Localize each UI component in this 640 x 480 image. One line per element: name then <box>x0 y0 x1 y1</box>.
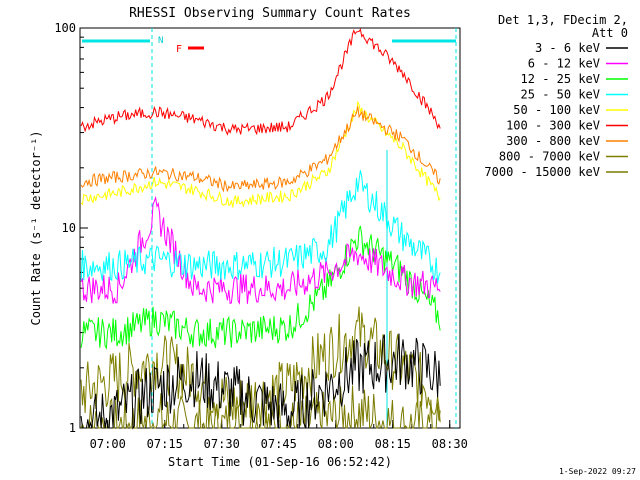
legend-label: 50 - 100 keV <box>513 103 600 117</box>
series-line-4 <box>80 100 441 208</box>
series-line-0 <box>80 333 441 430</box>
y-tick-label: 1 <box>69 421 76 435</box>
series-line-7 <box>80 306 441 427</box>
x-tick-label: 07:00 <box>90 437 126 451</box>
x-tick-label: 07:45 <box>261 437 297 451</box>
plot-frame <box>79 27 461 429</box>
legend-label: 3 - 6 keV <box>535 41 600 55</box>
flag-n-label: N <box>158 36 163 46</box>
legend-header-2: Att 0 <box>592 26 628 40</box>
x-tick-label: 08:30 <box>432 437 468 451</box>
series-line-5 <box>80 28 441 136</box>
series-line-8 <box>80 385 441 430</box>
legend-label: 12 - 25 keV <box>521 72 600 86</box>
series-group <box>80 28 441 430</box>
legend-label: 6 - 12 keV <box>528 57 600 71</box>
series-line-2 <box>80 225 441 350</box>
series-line-3 <box>80 170 441 284</box>
x-tick-label: 07:15 <box>147 437 183 451</box>
legend-header-1: Det 1,3, FDecim 2, <box>498 13 628 27</box>
series-line-6 <box>80 106 441 193</box>
legend-label: 100 - 300 keV <box>506 119 600 133</box>
legend-label: 800 - 7000 keV <box>499 150 600 164</box>
x-tick-label: 07:30 <box>204 437 240 451</box>
flag-f-label: F <box>176 44 182 55</box>
y-axis-label: Count Rate (s⁻¹ detector⁻¹) <box>29 130 43 325</box>
y-tick-label: 100 <box>54 21 76 35</box>
footer-date: 1-Sep-2022 09:27 <box>559 467 636 476</box>
legend-label: 300 - 800 keV <box>506 134 600 148</box>
x-axis-label: Start Time (01-Sep-16 06:52:42) <box>168 455 392 469</box>
x-tick-label: 08:15 <box>375 437 411 451</box>
series-line-1 <box>80 195 441 305</box>
y-tick-label: 10 <box>62 221 76 235</box>
x-tick-label: 08:00 <box>318 437 354 451</box>
axis-ticks: 1 10 100 07:00 07:15 07:30 07:45 08:00 08:15 08:3… <box>54 21 467 451</box>
legend-label: 25 - 50 keV <box>521 88 600 102</box>
legend-label: 7000 - 15000 keV <box>484 165 600 179</box>
chart-title: RHESSI Observing Summary Count Rates <box>129 6 411 21</box>
